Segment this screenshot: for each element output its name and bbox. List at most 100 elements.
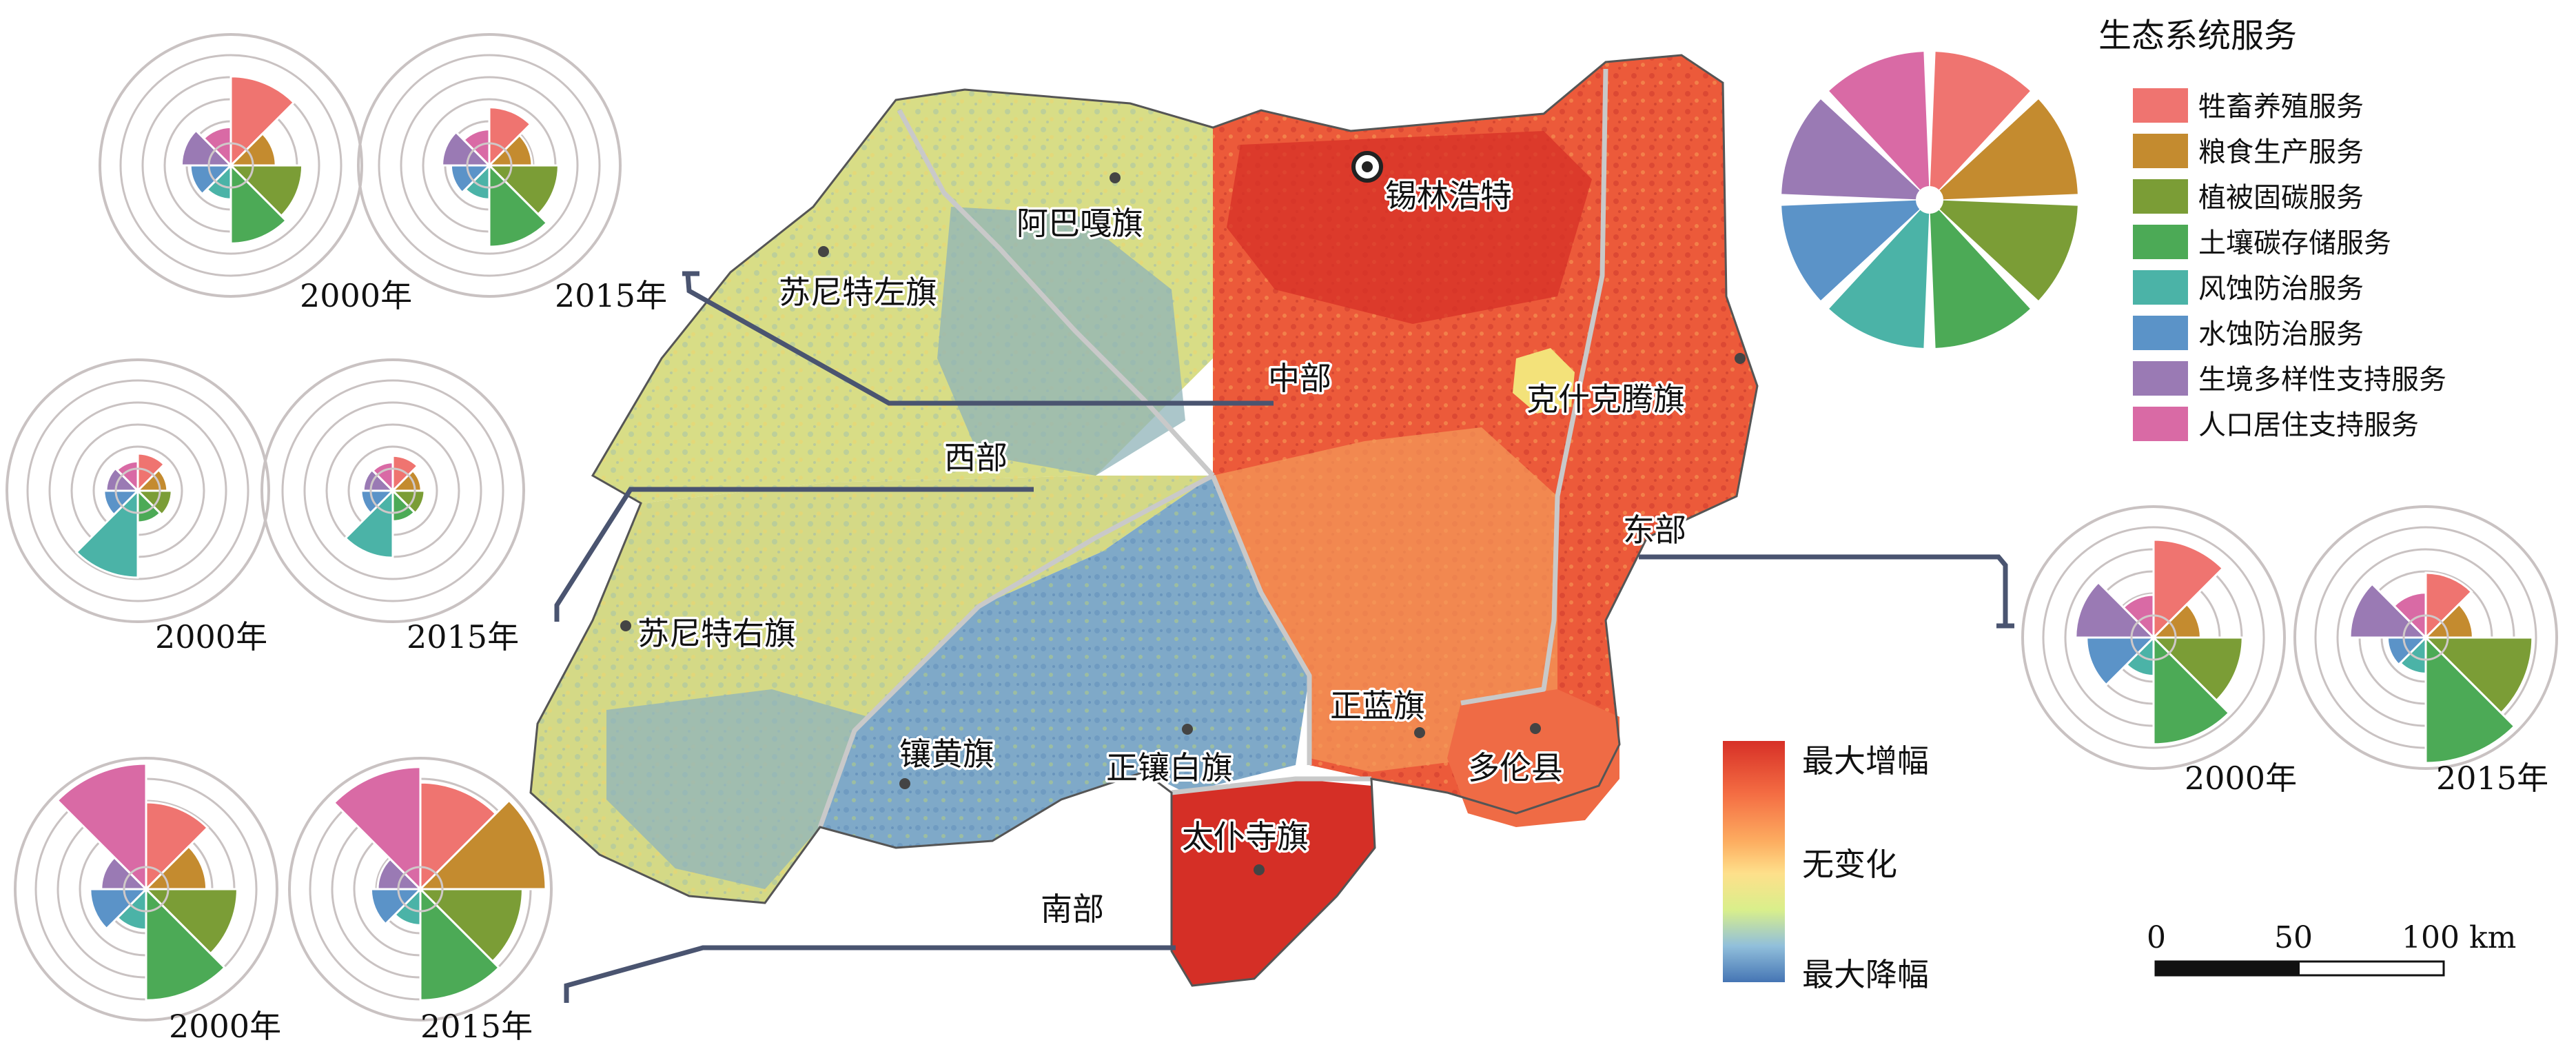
region-taipusi <box>1172 779 1375 986</box>
rose-petal-4 <box>488 163 549 248</box>
rose-petal-1 <box>2152 538 2225 640</box>
rose-ring <box>2021 505 2286 770</box>
legend-swatch-5 <box>2133 270 2188 305</box>
rose-west-2000 <box>6 358 270 623</box>
rose-petal-3 <box>2151 636 2244 702</box>
rose-petal-8 <box>56 762 147 892</box>
leader-lines <box>554 271 2014 1003</box>
rose-petal-5 <box>74 488 139 579</box>
rose-petal-7 <box>2349 582 2429 639</box>
label-xibu: 西部 <box>944 439 1008 476</box>
legend-swatch-8 <box>2133 407 2188 441</box>
legend-label-7: 生境多样性支持服务 <box>2198 364 2446 396</box>
legend-label-2: 粮食生产服务 <box>2198 136 2364 168</box>
region-east-orange <box>1213 427 1557 772</box>
rose-petal-6 <box>2085 636 2156 686</box>
legend-wheel-segment-6 <box>1781 200 1920 301</box>
year-central-2000: 2000年 <box>300 277 412 314</box>
rose-petal-8 <box>2122 593 2155 640</box>
rose-ring <box>99 33 363 298</box>
region-xilinhot-core <box>1227 131 1592 324</box>
rose-petal-4 <box>2152 635 2231 746</box>
scale-tick-100: 100 km <box>2402 920 2516 955</box>
internal-borders <box>817 68 1608 828</box>
rose-ring <box>26 379 249 602</box>
legend-wheel-segment-5 <box>1829 210 1930 348</box>
legend-wheel <box>1781 52 2078 348</box>
legend-label-5: 风蚀防治服务 <box>2198 273 2364 305</box>
colorbar: 最大增幅 无变化 最大降幅 <box>1723 741 1929 993</box>
legend-swatch-1 <box>2133 88 2188 123</box>
leader-south <box>564 945 1176 1003</box>
legend-label-8: 人口居住支持服务 <box>2198 409 2419 441</box>
rose-south-2015 <box>288 757 553 1021</box>
rose-petal-4 <box>229 163 288 245</box>
rose-central-2000 <box>99 33 363 298</box>
rose-ring <box>14 757 278 1021</box>
legend-wheel-segment-1 <box>1930 52 2030 190</box>
year-east-2000: 2000年 <box>2185 760 2297 797</box>
rose-ring <box>2042 526 2265 749</box>
rose-ring <box>303 401 482 580</box>
rose-charts <box>6 33 2558 1021</box>
leader-east <box>1639 554 2008 626</box>
label-sunite-right: 苏尼特右旗 <box>637 615 796 652</box>
label-xilinhot: 锡林浩特 <box>1385 177 1512 214</box>
scale-tick-0: 0 <box>2147 920 2166 955</box>
rose-petal-6 <box>89 888 149 930</box>
label-keshiketeng: 克什克腾旗 <box>1526 380 1685 418</box>
rose-ring <box>48 401 227 580</box>
label-zhengxiangbai: 正镶白旗 <box>1106 749 1233 786</box>
label-nanbu: 南部 <box>1041 891 1104 928</box>
legend-swatch-7 <box>2133 361 2188 396</box>
label-zhongbu: 中部 <box>1268 360 1331 397</box>
year-south-2000: 2000年 <box>169 1008 281 1045</box>
legend-swatch-3 <box>2133 179 2188 214</box>
rose-petal-3 <box>390 489 426 515</box>
region-abaga-blue <box>937 207 1185 476</box>
rose-petal-8 <box>332 766 422 892</box>
leader-west <box>554 487 1034 622</box>
legend-label-4: 土壤碳存储服务 <box>2198 227 2391 259</box>
legend-label-6: 水蚀防治服务 <box>2198 318 2364 350</box>
legend-label-3: 植被固碳服务 <box>2198 182 2364 214</box>
rose-petal-7 <box>180 129 234 167</box>
rose-petal-3 <box>418 888 524 964</box>
legend-wheel-segment-2 <box>1939 99 2078 200</box>
rose-petal-1 <box>145 801 209 892</box>
rose-central-2015 <box>357 33 622 298</box>
colorbar-min: 最大降幅 <box>1802 956 1929 993</box>
legend-label-1: 牲畜养殖服务 <box>2198 91 2364 123</box>
rose-ring <box>357 33 622 298</box>
rose-ring <box>281 379 504 602</box>
rose-petal-7 <box>2074 580 2156 639</box>
scalebar: 0 50 100 km <box>2147 920 2516 977</box>
rose-petal-4 <box>145 886 227 1001</box>
xilinhot-marker <box>1351 151 1383 183</box>
year-central-2015: 2015年 <box>555 277 667 314</box>
year-east-2015: 2015年 <box>2436 760 2548 797</box>
rose-east-2000 <box>2021 505 2286 770</box>
rose-petal-1 <box>488 106 532 168</box>
rose-ring <box>378 54 601 277</box>
rose-petal-8 <box>2392 591 2427 640</box>
year-west-2000: 2000年 <box>155 618 267 655</box>
rose-ring <box>260 358 525 623</box>
rose-south-2000 <box>14 757 278 1021</box>
region-west-blue <box>606 689 868 889</box>
legend-swatch-2 <box>2133 134 2188 168</box>
legend: 生态系统服务 牲畜养殖服务粮食生产服务植被固碳服务土壤碳存储服务风蚀防治服务水蚀… <box>1781 17 2446 441</box>
city-dots <box>620 172 1746 875</box>
region-keshiketeng-patch <box>1513 348 1575 414</box>
colorbar-max: 最大增幅 <box>1802 742 1929 780</box>
rose-petal-6 <box>103 489 141 516</box>
year-west-2015: 2015年 <box>407 618 519 655</box>
legend-wheel-segment-7 <box>1781 99 1920 200</box>
rose-ring <box>2293 505 2558 770</box>
rose-petal-1 <box>229 75 296 168</box>
label-abaga: 阿巴嘎旗 <box>1016 205 1143 242</box>
rose-petal-5 <box>344 488 394 559</box>
legend-swatch-4 <box>2133 225 2188 259</box>
legend-swatch-6 <box>2133 316 2188 350</box>
